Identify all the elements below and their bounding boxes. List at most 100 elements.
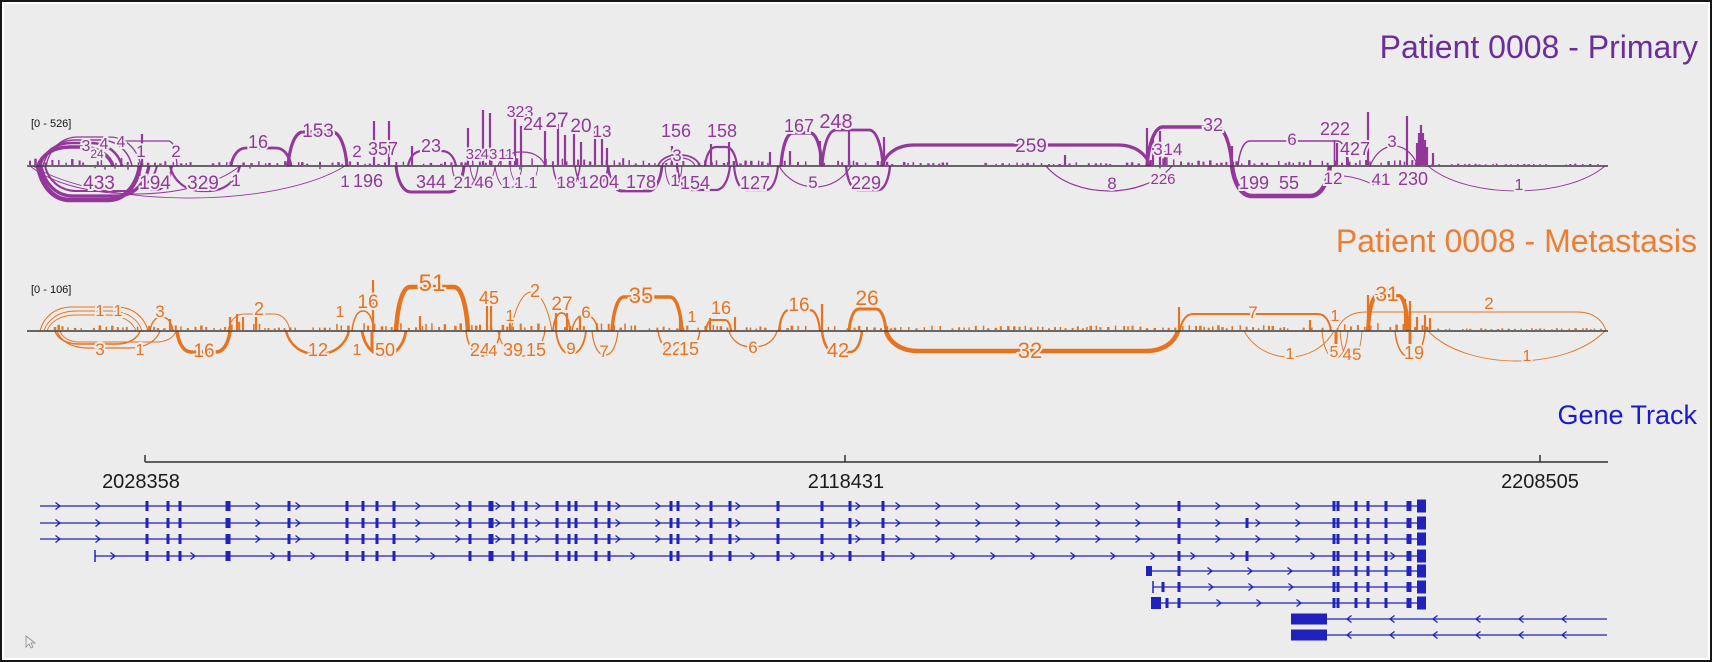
svg-text:1: 1 bbox=[136, 142, 145, 161]
svg-text:24: 24 bbox=[523, 114, 543, 134]
svg-text:15: 15 bbox=[679, 339, 699, 359]
svg-text:1: 1 bbox=[340, 172, 349, 191]
svg-text:3: 3 bbox=[82, 138, 91, 155]
svg-text:5: 5 bbox=[1330, 344, 1339, 361]
svg-text:27: 27 bbox=[551, 294, 572, 315]
svg-text:1: 1 bbox=[529, 175, 538, 192]
svg-text:4: 4 bbox=[117, 134, 126, 151]
svg-text:23: 23 bbox=[421, 136, 441, 156]
svg-text:2: 2 bbox=[530, 281, 540, 301]
svg-text:1: 1 bbox=[96, 303, 105, 320]
svg-text:2: 2 bbox=[1484, 294, 1493, 313]
svg-text:15: 15 bbox=[526, 340, 546, 360]
svg-text:127: 127 bbox=[740, 173, 770, 193]
svg-text:1: 1 bbox=[136, 342, 145, 359]
svg-text:199: 199 bbox=[1239, 173, 1269, 193]
svg-text:19: 19 bbox=[1404, 343, 1424, 363]
svg-text:1: 1 bbox=[1515, 177, 1524, 194]
svg-text:196: 196 bbox=[353, 171, 383, 191]
svg-text:16: 16 bbox=[357, 292, 378, 313]
svg-text:1: 1 bbox=[579, 173, 588, 192]
svg-text:2: 2 bbox=[352, 142, 361, 161]
svg-text:158: 158 bbox=[707, 121, 737, 141]
svg-text:45: 45 bbox=[479, 288, 499, 308]
svg-text:230: 230 bbox=[1398, 169, 1428, 189]
svg-text:7: 7 bbox=[599, 342, 608, 361]
svg-text:13: 13 bbox=[593, 122, 612, 141]
svg-text:178: 178 bbox=[626, 172, 656, 192]
svg-text:3: 3 bbox=[672, 146, 681, 165]
svg-text:27: 27 bbox=[545, 109, 568, 132]
svg-text:3: 3 bbox=[1153, 140, 1162, 159]
svg-text:7: 7 bbox=[1248, 303, 1257, 322]
svg-text:1: 1 bbox=[670, 171, 679, 190]
svg-text:Gene Track: Gene Track bbox=[1557, 400, 1697, 430]
svg-text:153: 153 bbox=[302, 121, 334, 142]
svg-text:12: 12 bbox=[1324, 169, 1343, 188]
svg-text:1: 1 bbox=[502, 175, 511, 192]
svg-text:344: 344 bbox=[416, 172, 446, 192]
svg-text:18: 18 bbox=[557, 173, 576, 192]
svg-text:1: 1 bbox=[1523, 348, 1532, 365]
svg-text:24: 24 bbox=[470, 340, 490, 360]
svg-text:154: 154 bbox=[680, 173, 710, 193]
svg-text:Patient 0008 - Primary: Patient 0008 - Primary bbox=[1380, 29, 1698, 65]
svg-text:26: 26 bbox=[855, 287, 878, 310]
svg-text:6: 6 bbox=[748, 338, 757, 357]
svg-text:51: 51 bbox=[419, 270, 446, 297]
svg-text:1: 1 bbox=[688, 309, 697, 326]
svg-text:2028358: 2028358 bbox=[102, 471, 180, 493]
svg-text:1: 1 bbox=[506, 308, 515, 325]
svg-text:16: 16 bbox=[193, 341, 214, 362]
svg-text:357: 357 bbox=[368, 139, 398, 159]
svg-text:11: 11 bbox=[498, 146, 514, 163]
svg-text:55: 55 bbox=[1279, 173, 1299, 193]
svg-text:32: 32 bbox=[1203, 115, 1223, 135]
svg-text:323: 323 bbox=[507, 104, 534, 121]
svg-text:9: 9 bbox=[566, 339, 575, 358]
svg-text:2118431: 2118431 bbox=[808, 471, 884, 493]
svg-text:Patient 0008 - Metastasis: Patient 0008 - Metastasis bbox=[1336, 223, 1697, 259]
svg-text:20: 20 bbox=[570, 116, 591, 137]
svg-text:21: 21 bbox=[454, 173, 473, 192]
svg-text:16: 16 bbox=[711, 298, 731, 318]
svg-text:50: 50 bbox=[375, 340, 395, 360]
svg-text:427: 427 bbox=[1340, 139, 1370, 159]
svg-text:194: 194 bbox=[139, 173, 171, 194]
svg-text:3: 3 bbox=[1387, 132, 1396, 151]
svg-text:35: 35 bbox=[629, 283, 653, 308]
svg-text:6: 6 bbox=[581, 303, 590, 322]
svg-text:32: 32 bbox=[1018, 338, 1042, 363]
svg-text:259: 259 bbox=[1015, 136, 1047, 157]
svg-text:32: 32 bbox=[466, 146, 483, 163]
svg-text:2208505: 2208505 bbox=[1501, 471, 1579, 493]
svg-text:248: 248 bbox=[819, 111, 852, 133]
svg-text:16: 16 bbox=[248, 132, 268, 152]
svg-text:1: 1 bbox=[231, 171, 240, 190]
svg-text:1: 1 bbox=[1286, 346, 1295, 363]
svg-text:5: 5 bbox=[808, 173, 817, 192]
svg-text:1: 1 bbox=[353, 342, 362, 359]
svg-text:41: 41 bbox=[1372, 170, 1391, 189]
svg-text:167: 167 bbox=[784, 116, 814, 136]
svg-text:31: 31 bbox=[1375, 283, 1398, 306]
svg-text:3: 3 bbox=[155, 302, 164, 321]
svg-text:222: 222 bbox=[1320, 119, 1350, 139]
svg-text:2: 2 bbox=[254, 299, 264, 319]
svg-text:226: 226 bbox=[1150, 171, 1175, 188]
svg-text:16: 16 bbox=[788, 295, 809, 316]
svg-text:3: 3 bbox=[95, 340, 104, 359]
svg-text:433: 433 bbox=[83, 173, 115, 194]
svg-text:204: 204 bbox=[589, 172, 619, 192]
svg-text:45: 45 bbox=[1343, 345, 1362, 364]
svg-text:24: 24 bbox=[90, 147, 104, 161]
svg-text:156: 156 bbox=[661, 121, 691, 141]
svg-text:329: 329 bbox=[187, 173, 219, 194]
svg-text:12: 12 bbox=[308, 340, 328, 360]
svg-text:[0 - 526]: [0 - 526] bbox=[31, 118, 71, 130]
svg-text:22: 22 bbox=[662, 339, 682, 359]
svg-text:2: 2 bbox=[171, 142, 180, 161]
svg-text:46: 46 bbox=[475, 173, 494, 192]
svg-text:39: 39 bbox=[503, 340, 523, 360]
svg-text:4: 4 bbox=[100, 136, 109, 153]
